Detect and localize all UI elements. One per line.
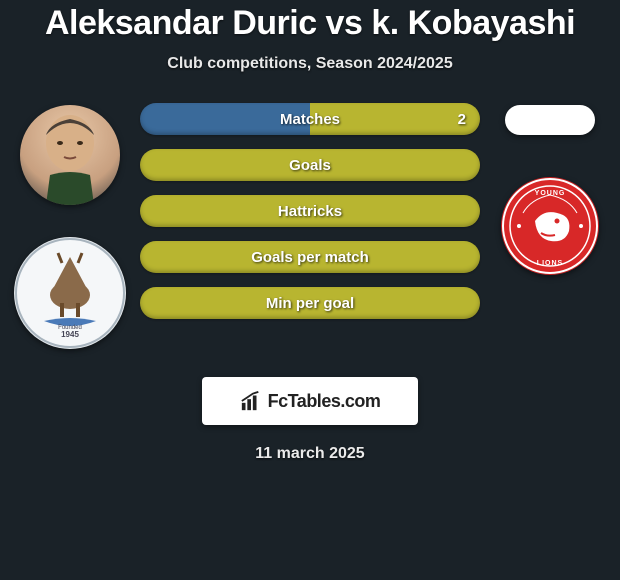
stat-value-right: 2 [458, 111, 466, 128]
stats-column: Matches 2 Goals Hattricks Goals per matc… [140, 103, 480, 319]
stat-bar-matches: Matches 2 [140, 103, 480, 135]
left-side: 1945 Founded [10, 103, 130, 349]
stat-label: Matches [280, 111, 340, 128]
right-side: YOUNG LIONS [490, 103, 610, 275]
svg-text:LIONS: LIONS [537, 260, 563, 267]
chart-icon [240, 390, 262, 412]
player-avatar-left [20, 105, 120, 205]
date-label: 11 march 2025 [0, 445, 620, 463]
subtitle: Club competitions, Season 2024/2025 [0, 55, 620, 73]
svg-text:YOUNG: YOUNG [535, 190, 566, 197]
brand-logo[interactable]: FcTables.com [202, 377, 418, 425]
svg-text:Founded: Founded [58, 325, 82, 331]
stat-bar-min-per-goal: Min per goal [140, 287, 480, 319]
comparison-widget: Aleksandar Duric vs k. Kobayashi Club co… [0, 0, 620, 463]
stat-bar-goals: Goals [140, 149, 480, 181]
svg-text:1945: 1945 [61, 330, 79, 339]
club-badge-left: 1945 Founded [14, 237, 126, 349]
player-avatar-right [505, 105, 595, 135]
stat-label: Goals [289, 157, 331, 174]
page-title: Aleksandar Duric vs k. Kobayashi [0, 4, 620, 43]
stat-bar-goals-per-match: Goals per match [140, 241, 480, 273]
stat-label: Min per goal [266, 295, 354, 312]
main-row: 1945 Founded Matches 2 Goals Hattricks G… [0, 103, 620, 349]
club-badge-right: YOUNG LIONS [501, 177, 599, 275]
brand-text: FcTables.com [268, 391, 381, 412]
stat-bar-hattricks: Hattricks [140, 195, 480, 227]
stat-label: Goals per match [251, 249, 369, 266]
stat-label: Hattricks [278, 203, 342, 220]
